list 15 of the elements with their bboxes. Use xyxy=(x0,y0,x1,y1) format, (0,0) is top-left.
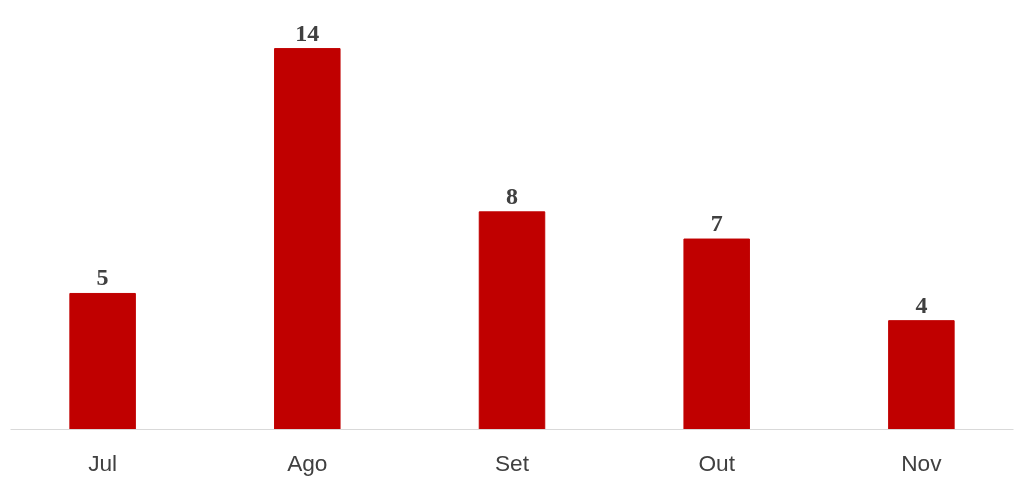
data-label: 14 xyxy=(295,19,320,46)
x-tick-label: Nov xyxy=(901,449,943,476)
x-tick-label: Jul xyxy=(88,449,118,476)
bar xyxy=(478,211,546,430)
data-label: 7 xyxy=(710,210,723,237)
bar xyxy=(888,320,955,430)
bar xyxy=(683,238,750,430)
x-tick-label: Ago xyxy=(287,449,328,476)
bar xyxy=(69,292,136,430)
x-tick-label: Set xyxy=(495,449,530,476)
data-label: 5 xyxy=(96,264,109,291)
data-label: 4 xyxy=(915,291,928,318)
x-tick-label: Out xyxy=(698,449,736,476)
data-label: 8 xyxy=(506,182,518,209)
bar xyxy=(274,48,341,430)
